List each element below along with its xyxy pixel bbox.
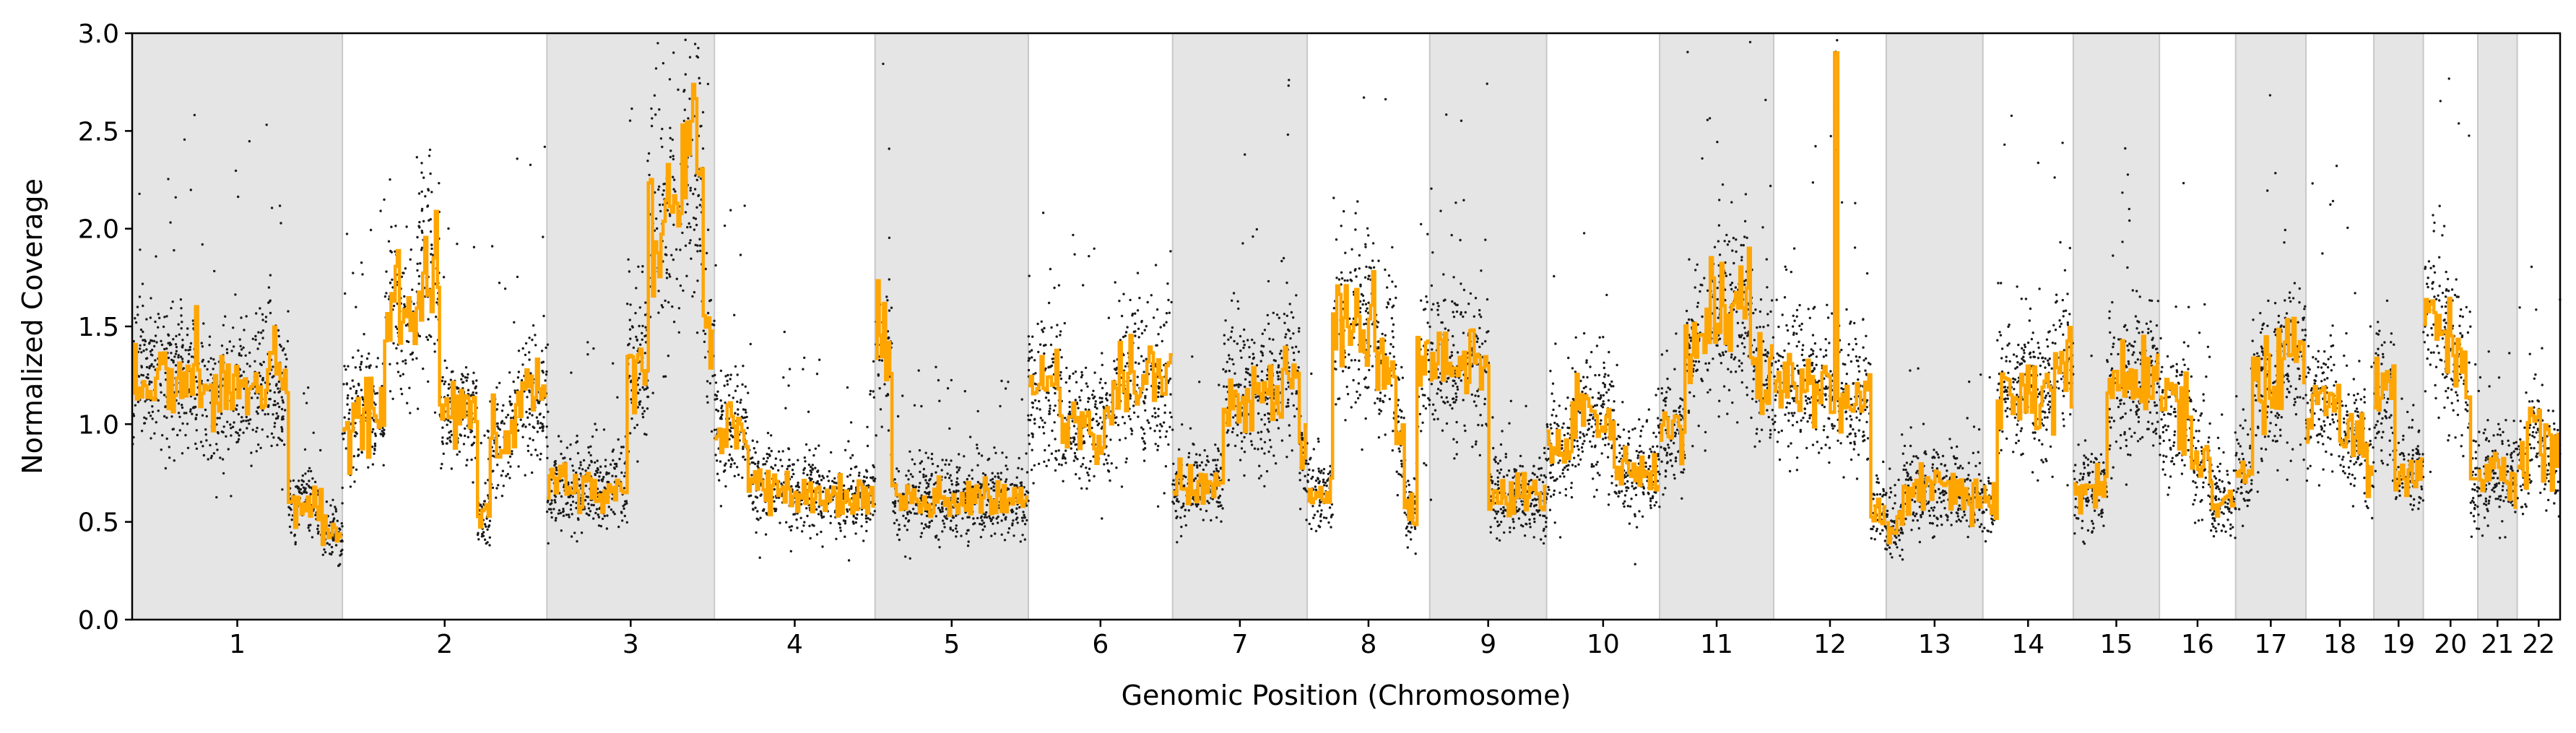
y-tick-label: 0.0 <box>78 606 119 636</box>
segment-line-chr19 <box>2374 356 2424 498</box>
segment-line-chr18 <box>2306 383 2374 498</box>
chromosome-band-21 <box>2476 32 2518 620</box>
segment-line-chr13 <box>1886 462 1983 545</box>
chromosome-bands <box>131 32 2518 620</box>
segment-line-chr12 <box>1774 51 1886 526</box>
y-axis: 0.0 0.5 1.0 1.5 2.0 2.5 3.0 <box>78 19 132 636</box>
segment-line-chr10 <box>1546 373 1660 492</box>
x-tick-label: 13 <box>1918 630 1951 659</box>
chromosome-band-15 <box>2072 32 2161 620</box>
chromosome-band-7 <box>1171 32 1309 620</box>
chromosome-band-9 <box>1428 32 1548 620</box>
x-tick-label: 4 <box>786 630 803 659</box>
chromosome-band-1 <box>131 32 344 620</box>
x-tick-label: 21 <box>2481 630 2514 659</box>
segment-line-chr20 <box>2423 296 2478 481</box>
x-tick-label: 8 <box>1360 630 1376 659</box>
x-tick-label: 3 <box>623 630 639 659</box>
chromosome-band-5 <box>874 32 1029 620</box>
y-tick-label: 1.0 <box>78 410 119 440</box>
x-tick-label: 11 <box>1700 630 1733 659</box>
x-tick-label: 12 <box>1813 630 1847 659</box>
chromosome-band-19 <box>2373 32 2424 620</box>
segment-line-chr14 <box>1982 326 2073 521</box>
segment-line-chr17 <box>2235 316 2306 485</box>
segment-line-chr15 <box>2073 334 2160 515</box>
segment-line-chr1 <box>132 305 343 547</box>
y-tick-label: 0.5 <box>78 508 119 538</box>
x-tick-label: 5 <box>943 630 960 659</box>
segment-line-chr6 <box>1028 334 1173 466</box>
x-tick-label: 15 <box>2100 630 2133 659</box>
x-tick-label: 2 <box>436 630 453 659</box>
segment-line-chr2 <box>342 209 547 529</box>
coverage-points-chr6 <box>1027 212 1174 520</box>
segment-line-chr11 <box>1660 246 1774 466</box>
segment-line-chr4 <box>714 401 875 518</box>
segment-line-chr7 <box>1172 345 1308 506</box>
segment-line-chr5 <box>875 279 1028 519</box>
x-tick-label: 20 <box>2434 630 2467 659</box>
x-tick-label: 17 <box>2254 630 2287 659</box>
y-tick-label: 3.0 <box>78 19 119 49</box>
x-tick-label: 16 <box>2181 630 2214 659</box>
x-tick-label: 10 <box>1587 630 1620 659</box>
x-tick-label: 6 <box>1092 630 1109 659</box>
segment-line-chr9 <box>1429 328 1547 518</box>
coverage-points-chr18 <box>2304 165 2375 520</box>
x-axis-label: Genomic Position (Chromosome) <box>1122 680 1571 711</box>
y-tick-label: 1.5 <box>78 313 119 342</box>
y-axis-label: Normalized Coverage <box>17 178 48 474</box>
x-axis: 1 2 3 4 5 6 7 8 9 10 11 12 13 14 15 16 17 18 19 20 21 22 <box>229 620 2555 659</box>
coverage-points-chr10 <box>1545 232 1661 565</box>
coverage-points-chr16 <box>2159 181 2237 539</box>
segment-line-chr16 <box>2159 371 2236 518</box>
x-tick-label: 9 <box>1480 630 1496 659</box>
y-tick-label: 2.5 <box>78 117 119 147</box>
segment-line-chr22 <box>2517 407 2560 493</box>
segment-line-chr8 <box>1307 269 1430 526</box>
segment-line-chr3 <box>547 82 715 515</box>
y-tick-label: 2.0 <box>78 215 119 245</box>
x-tick-label: 7 <box>1231 630 1248 659</box>
x-tick-label: 19 <box>2382 630 2415 659</box>
x-tick-label: 14 <box>2011 630 2044 659</box>
segment-lines <box>132 51 2560 547</box>
coverage-points-chr2 <box>341 145 548 547</box>
x-tick-label: 18 <box>2323 630 2356 659</box>
x-tick-label: 1 <box>229 630 246 659</box>
segment-line-chr21 <box>2478 451 2518 509</box>
x-tick-label: 22 <box>2522 630 2555 659</box>
